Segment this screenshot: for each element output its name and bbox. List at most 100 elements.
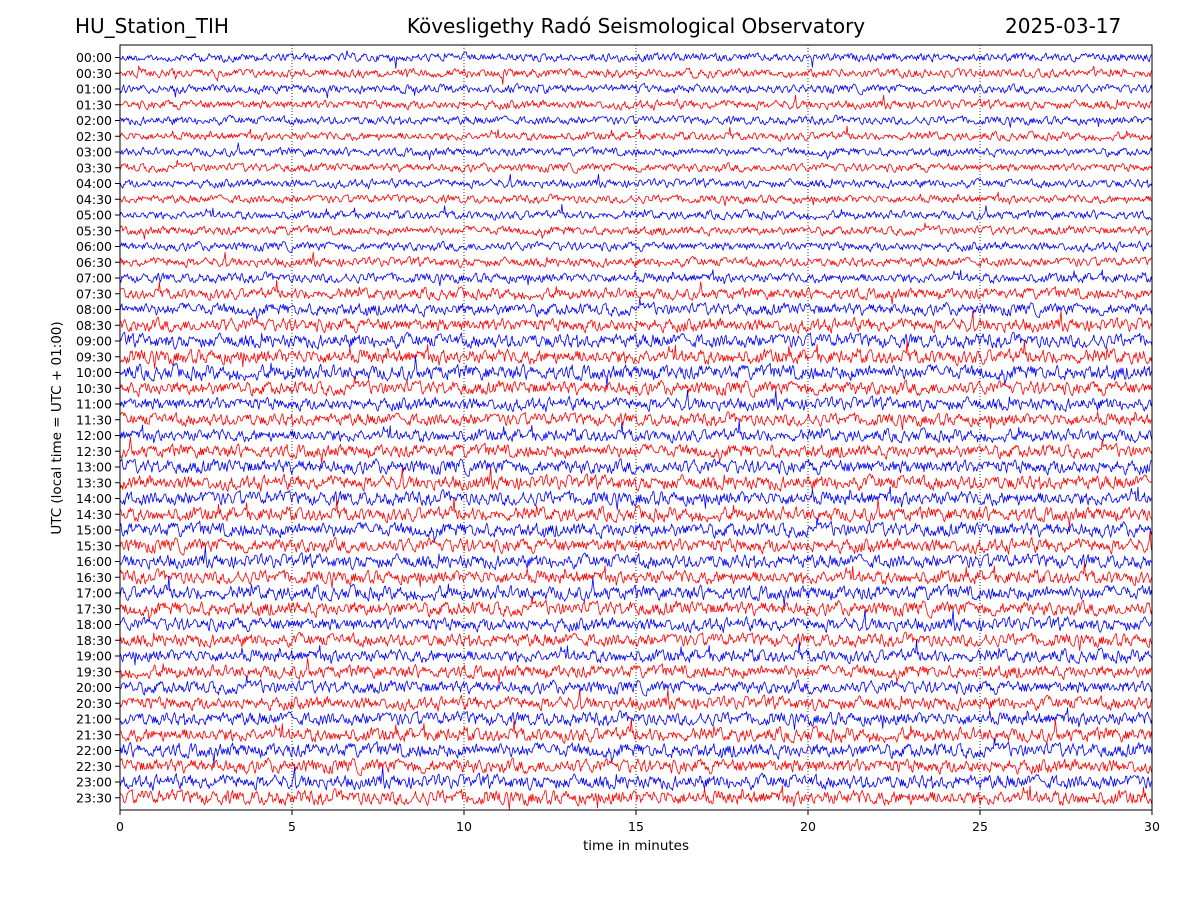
y-tick-label: 06:30 (76, 255, 112, 270)
x-axis-label: time in minutes (583, 838, 689, 854)
y-tick-label: 20:00 (76, 680, 112, 695)
y-tick-label: 05:00 (76, 208, 112, 223)
trace-2200 (119, 737, 1153, 765)
y-tick-label: 19:30 (76, 664, 112, 679)
x-tick-label: 10 (456, 819, 472, 834)
trace-1330 (119, 466, 1153, 492)
y-tick-label: 05:30 (76, 223, 112, 238)
y-tick-label: 20:30 (76, 696, 112, 711)
trace-0200 (119, 114, 1153, 128)
trace-0730 (119, 279, 1153, 305)
x-tick-label: 15 (628, 819, 644, 834)
x-axis: 0 5 10 15 20 25 30 (116, 810, 1160, 834)
trace-0300 (119, 142, 1153, 161)
trace-1130 (119, 411, 1153, 431)
y-tick-label: 09:00 (76, 334, 112, 349)
y-tick-label: 04:30 (76, 192, 112, 207)
date-label: 2025-03-17 (1005, 14, 1122, 38)
y-tick-label: 03:00 (76, 145, 112, 160)
y-tick-label: 16:00 (76, 554, 112, 569)
trace-2230 (119, 757, 1153, 776)
y-tick-label: 15:00 (76, 523, 112, 538)
y-tick-label: 22:30 (76, 759, 112, 774)
y-tick-label: 23:30 (76, 790, 112, 805)
trace-1530 (119, 530, 1153, 556)
y-tick-label: 11:30 (76, 412, 112, 427)
trace-1930 (119, 657, 1153, 685)
trace-1400 (119, 486, 1153, 511)
trace-0100 (119, 82, 1153, 99)
y-tick-label: 17:30 (76, 601, 112, 616)
trace-0130 (119, 94, 1153, 111)
y-tick-label: 14:30 (76, 507, 112, 522)
trace-2100 (119, 707, 1153, 730)
y-tick-label: 00:30 (76, 66, 112, 81)
trace-0600 (119, 240, 1153, 253)
trace-1630 (119, 562, 1153, 589)
y-axis: 00:0000:3001:0001:3002:0002:3003:0003:30… (76, 50, 120, 805)
y-tick-label: 23:00 (76, 775, 112, 790)
trace-0400 (119, 173, 1153, 190)
x-tick-label: 0 (116, 819, 124, 834)
trace-0430 (119, 191, 1153, 207)
x-tick-label: 30 (1144, 819, 1160, 834)
x-grid (291, 45, 981, 810)
y-tick-label: 03:30 (76, 160, 112, 175)
trace-2130 (119, 717, 1153, 744)
y-tick-label: 02:00 (76, 113, 112, 128)
trace-0230 (119, 125, 1153, 142)
y-tick-label: 04:00 (76, 176, 112, 191)
y-tick-label: 01:30 (76, 97, 112, 112)
seismogram-traces (119, 50, 1153, 810)
y-tick-label: 21:30 (76, 727, 112, 742)
y-tick-label: 13:30 (76, 475, 112, 490)
trace-1100 (119, 389, 1153, 413)
y-tick-label: 15:30 (76, 538, 112, 553)
trace-0000 (119, 50, 1153, 69)
y-tick-label: 16:30 (76, 570, 112, 585)
trace-1730 (119, 595, 1153, 622)
x-tick-label: 5 (288, 819, 296, 834)
y-tick-label: 18:30 (76, 633, 112, 648)
y-tick-label: 06:00 (76, 239, 112, 254)
trace-1500 (119, 517, 1153, 543)
trace-2030 (119, 688, 1153, 712)
y-tick-label: 10:00 (76, 365, 112, 380)
y-tick-label: 14:00 (76, 491, 112, 506)
trace-1200 (119, 419, 1153, 444)
trace-0500 (119, 204, 1153, 221)
trace-1300 (119, 458, 1153, 477)
y-tick-label: 00:00 (76, 50, 112, 65)
trace-1700 (119, 576, 1153, 607)
y-tick-label: 21:00 (76, 712, 112, 727)
trace-0700 (119, 269, 1153, 287)
trace-1900 (119, 639, 1153, 666)
y-tick-label: 18:00 (76, 617, 112, 632)
trace-0030 (119, 65, 1153, 85)
trace-1000 (119, 356, 1153, 387)
y-tick-label: 08:30 (76, 318, 112, 333)
y-axis-label: UTC (local time = UTC + 01:00) (49, 321, 65, 534)
trace-2330 (119, 785, 1153, 810)
y-tick-label: 12:00 (76, 428, 112, 443)
x-tick-label: 25 (972, 819, 988, 834)
y-tick-label: 10:30 (76, 381, 112, 396)
trace-0830 (119, 310, 1153, 334)
trace-0900 (119, 331, 1153, 350)
trace-1830 (119, 631, 1153, 652)
trace-1800 (119, 609, 1153, 633)
trace-0930 (119, 339, 1153, 369)
trace-2300 (119, 766, 1153, 791)
y-tick-label: 12:30 (76, 444, 112, 459)
y-tick-label: 02:30 (76, 129, 112, 144)
station-name: HU_Station_TIH (75, 14, 229, 38)
trace-0800 (119, 298, 1153, 321)
trace-1600 (119, 546, 1153, 571)
trace-0330 (119, 159, 1153, 174)
trace-0530 (119, 222, 1153, 240)
y-tick-label: 07:30 (76, 286, 112, 301)
y-tick-label: 01:00 (76, 82, 112, 97)
x-tick-label: 20 (800, 819, 816, 834)
y-tick-label: 13:00 (76, 460, 112, 475)
